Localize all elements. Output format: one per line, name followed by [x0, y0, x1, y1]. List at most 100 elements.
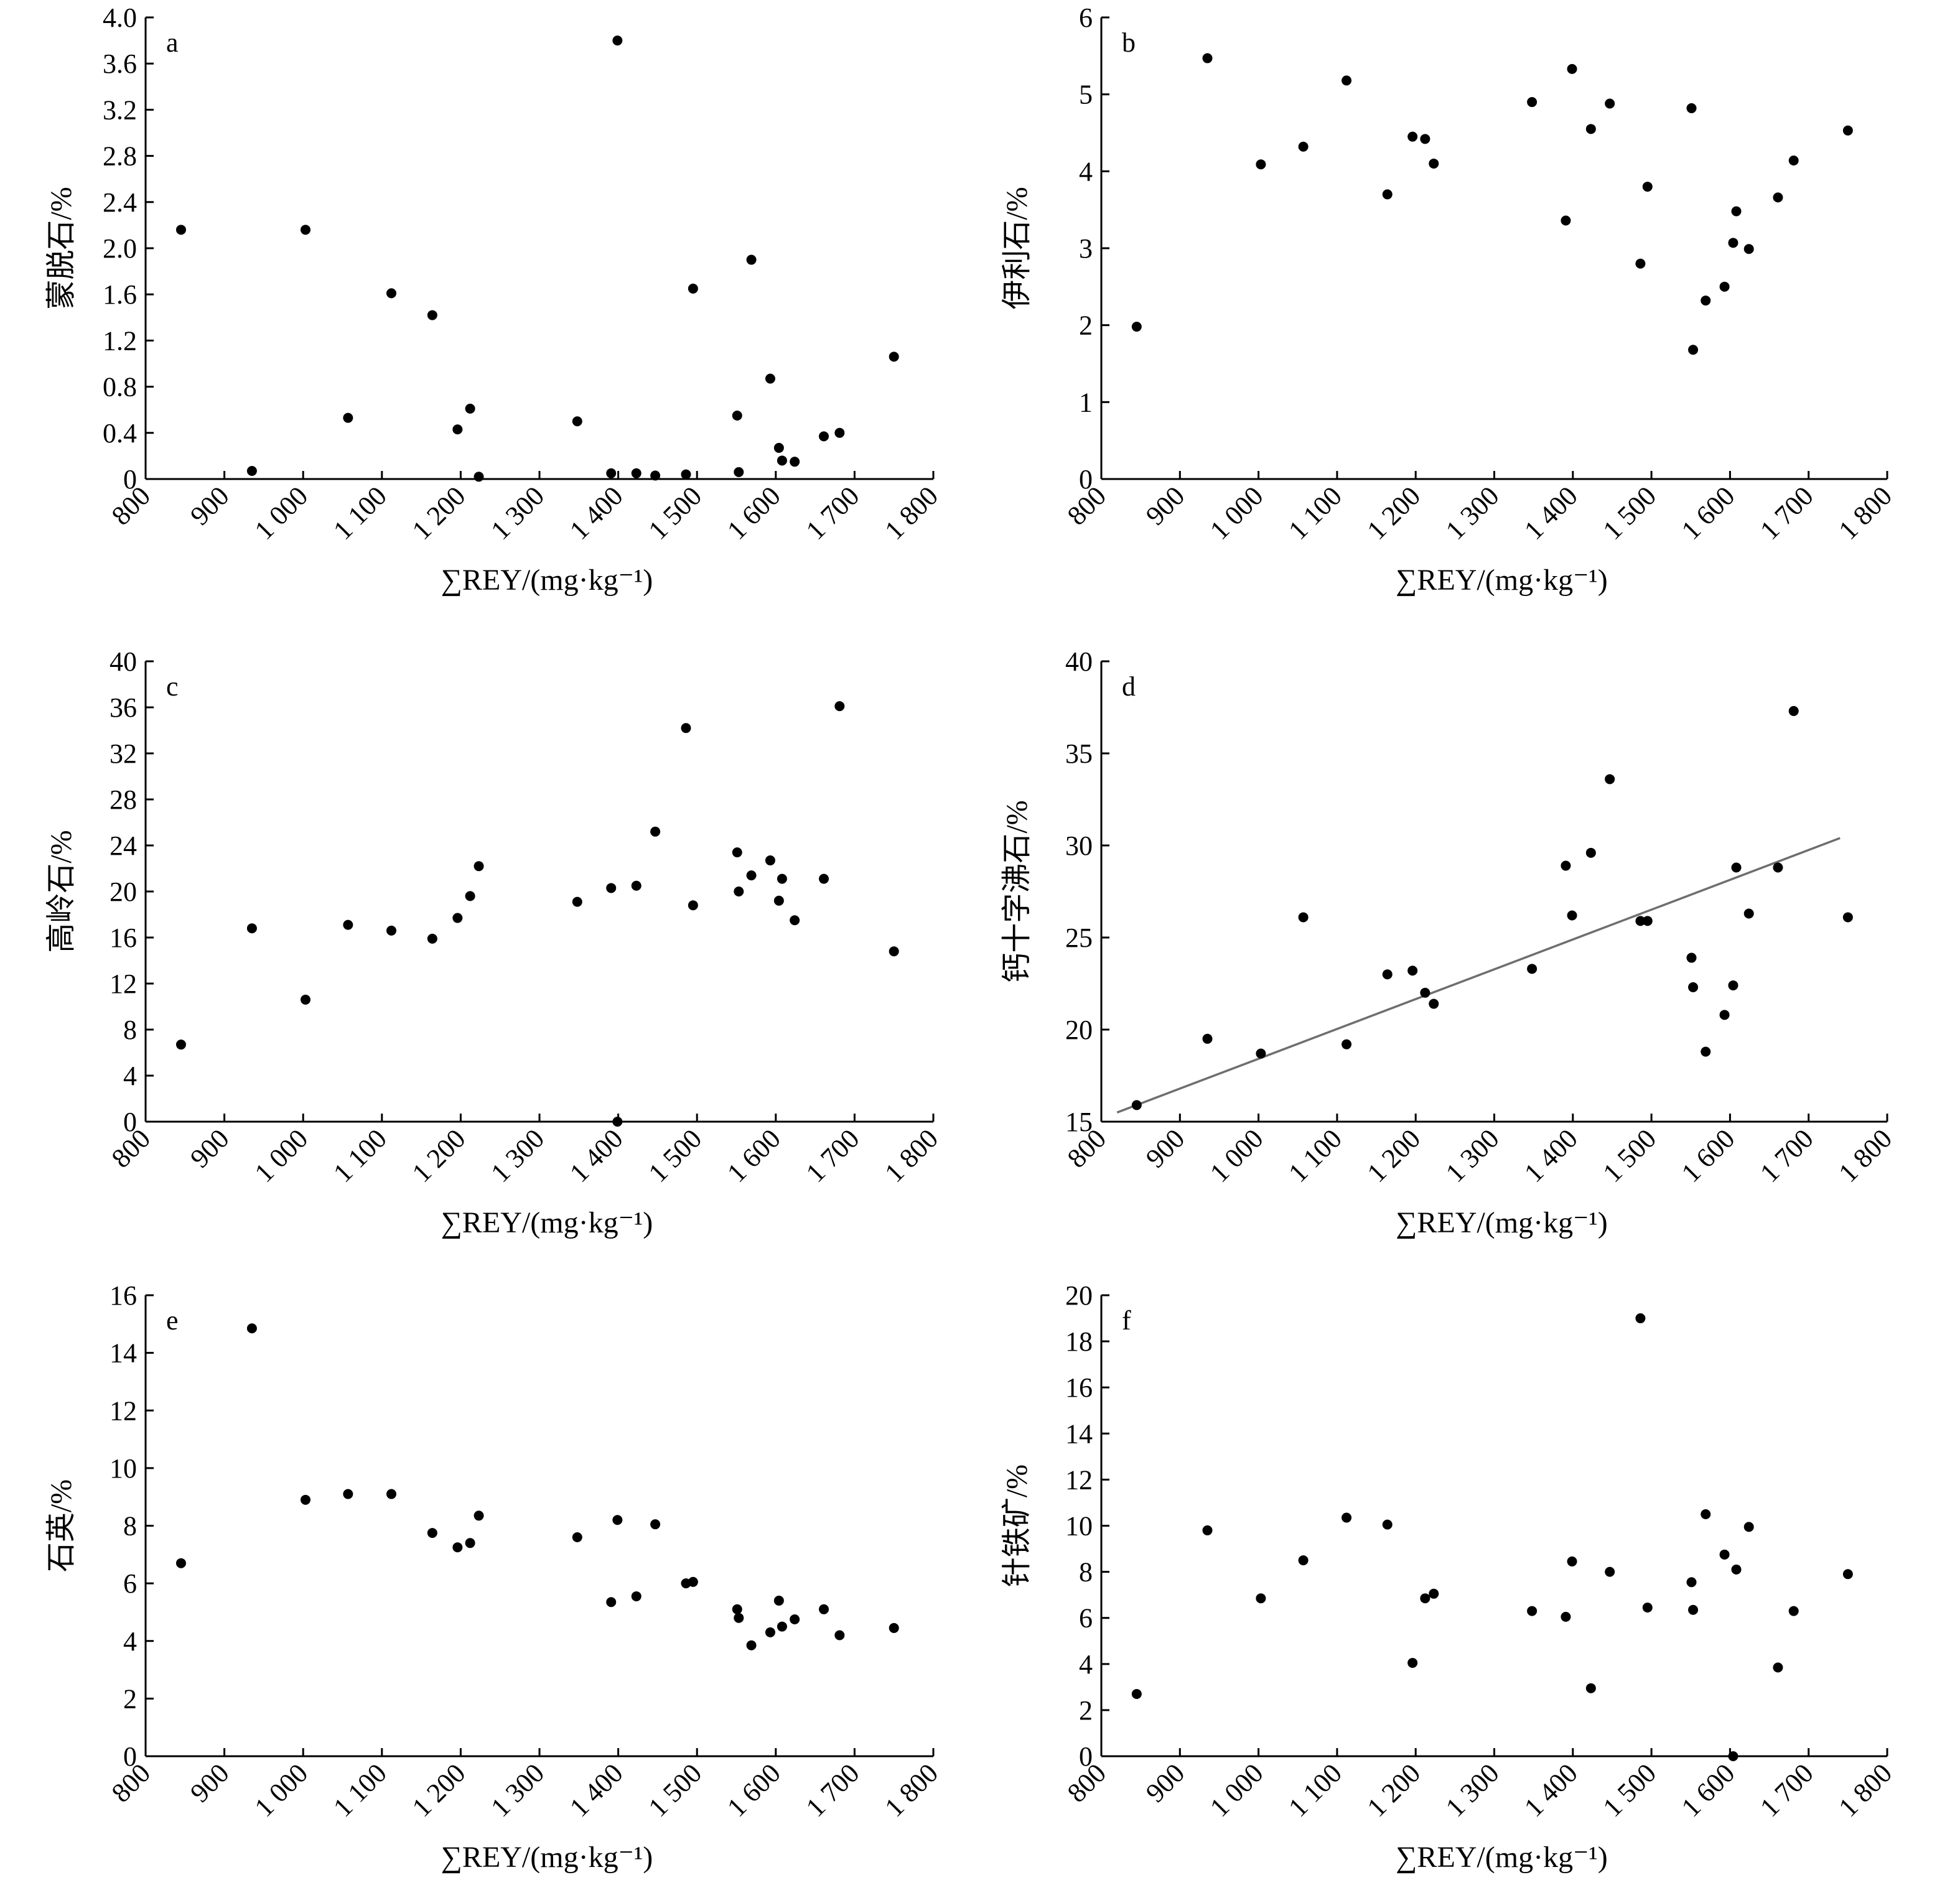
data-point: [1743, 1522, 1754, 1532]
data-point: [681, 723, 691, 733]
data-point: [1688, 982, 1699, 992]
y-tick-label: 36: [110, 692, 137, 723]
x-tick-label: 1 800: [1832, 480, 1898, 546]
data-point: [1719, 1010, 1730, 1020]
trend-line: [1116, 837, 1841, 1114]
data-point: [1567, 1556, 1577, 1566]
data-point: [1773, 192, 1783, 203]
x-tick-label: 1 500: [643, 480, 708, 546]
y-tick-label: 2.8: [103, 141, 137, 172]
data-point: [1728, 980, 1738, 990]
data-point: [732, 847, 742, 858]
data-point: [612, 35, 623, 46]
data-point: [688, 283, 698, 294]
data-point: [474, 472, 484, 482]
data-point: [1298, 1555, 1309, 1566]
data-point: [681, 469, 691, 480]
y-axis-title: 蒙脱石/%: [45, 187, 78, 309]
y-tick-label: 12: [110, 1395, 137, 1426]
data-point: [1342, 75, 1352, 86]
data-point: [734, 1613, 744, 1623]
x-tick-label: 1 700: [1754, 480, 1819, 546]
data-point: [572, 416, 582, 427]
data-point: [1701, 1509, 1711, 1519]
data-point: [1342, 1039, 1352, 1050]
data-point: [246, 923, 257, 934]
x-tick-label: 900: [1140, 1757, 1190, 1808]
y-tick-label: 4: [123, 1626, 137, 1657]
data-point: [1382, 1519, 1393, 1530]
data-point: [1635, 916, 1646, 926]
data-point: [1605, 774, 1615, 784]
data-point: [1527, 97, 1538, 108]
x-tick-label: 1 000: [1204, 480, 1269, 546]
x-tick-label: 1 600: [1676, 1123, 1741, 1188]
x-tick-label: 1 200: [1361, 1757, 1427, 1823]
y-tick-label: 3.6: [103, 49, 137, 79]
y-tick-label: 15: [1065, 1107, 1093, 1137]
data-point: [1527, 964, 1538, 974]
data-point: [1131, 1100, 1142, 1110]
y-tick-label: 2: [1079, 1695, 1093, 1726]
data-point: [1773, 862, 1783, 873]
data-point: [889, 351, 899, 362]
data-point: [1743, 908, 1754, 919]
y-tick-label: 14: [110, 1338, 137, 1369]
data-point: [465, 403, 475, 414]
data-point: [246, 1323, 257, 1334]
data-point: [889, 946, 899, 957]
y-tick-label: 6: [1079, 2, 1093, 33]
data-point: [606, 1597, 617, 1608]
data-point: [427, 1528, 437, 1538]
y-tick-label: 35: [1065, 738, 1093, 769]
x-axis-title: ∑REY/(mg·kg⁻¹): [441, 564, 653, 597]
data-point: [631, 880, 642, 891]
data-point: [734, 467, 744, 477]
y-tick-label: 4: [123, 1061, 137, 1091]
data-point: [386, 925, 396, 936]
x-tick-label: 1 000: [1204, 1757, 1269, 1823]
data-point: [1642, 916, 1653, 926]
data-point: [1605, 1566, 1615, 1577]
data-point: [1407, 1657, 1418, 1668]
y-tick-label: 4: [1079, 156, 1093, 187]
data-point: [1585, 1683, 1596, 1693]
data-point: [1585, 124, 1596, 134]
y-tick-label: 1: [1079, 387, 1093, 417]
data-point: [1731, 206, 1742, 216]
data-point: [790, 915, 800, 926]
data-point: [1585, 847, 1596, 858]
data-point: [300, 225, 310, 235]
data-point: [1642, 1603, 1653, 1613]
data-point: [1642, 182, 1653, 192]
x-tick-label: 1 300: [1440, 1123, 1505, 1188]
data-point: [777, 873, 787, 884]
data-point: [819, 873, 829, 884]
data-point: [1561, 1611, 1571, 1622]
data-point: [300, 994, 310, 1005]
x-tick-label: 1 600: [721, 1757, 786, 1823]
y-tick-label: 2.0: [103, 233, 137, 264]
x-tick-label: 800: [1062, 1757, 1112, 1808]
data-point: [1686, 1577, 1697, 1588]
data-point: [1298, 141, 1309, 152]
data-point: [1256, 1593, 1266, 1604]
data-point: [834, 427, 845, 438]
data-point: [1561, 215, 1571, 226]
data-point: [343, 1489, 353, 1499]
x-axis-title: ∑REY/(mg·kg⁻¹): [1396, 1841, 1608, 1874]
data-point: [1561, 860, 1571, 871]
x-tick-label: 800: [106, 1123, 156, 1173]
y-tick-label: 10: [1065, 1511, 1093, 1542]
y-tick-label: 5: [1079, 80, 1093, 110]
x-axis-title: ∑REY/(mg·kg⁻¹): [1396, 1206, 1608, 1239]
x-tick-label: 1 600: [1676, 480, 1741, 546]
y-tick-label: 24: [110, 831, 137, 861]
y-tick-label: 2: [1079, 310, 1093, 341]
data-point: [386, 288, 396, 299]
x-tick-label: 1 100: [1282, 1123, 1348, 1188]
